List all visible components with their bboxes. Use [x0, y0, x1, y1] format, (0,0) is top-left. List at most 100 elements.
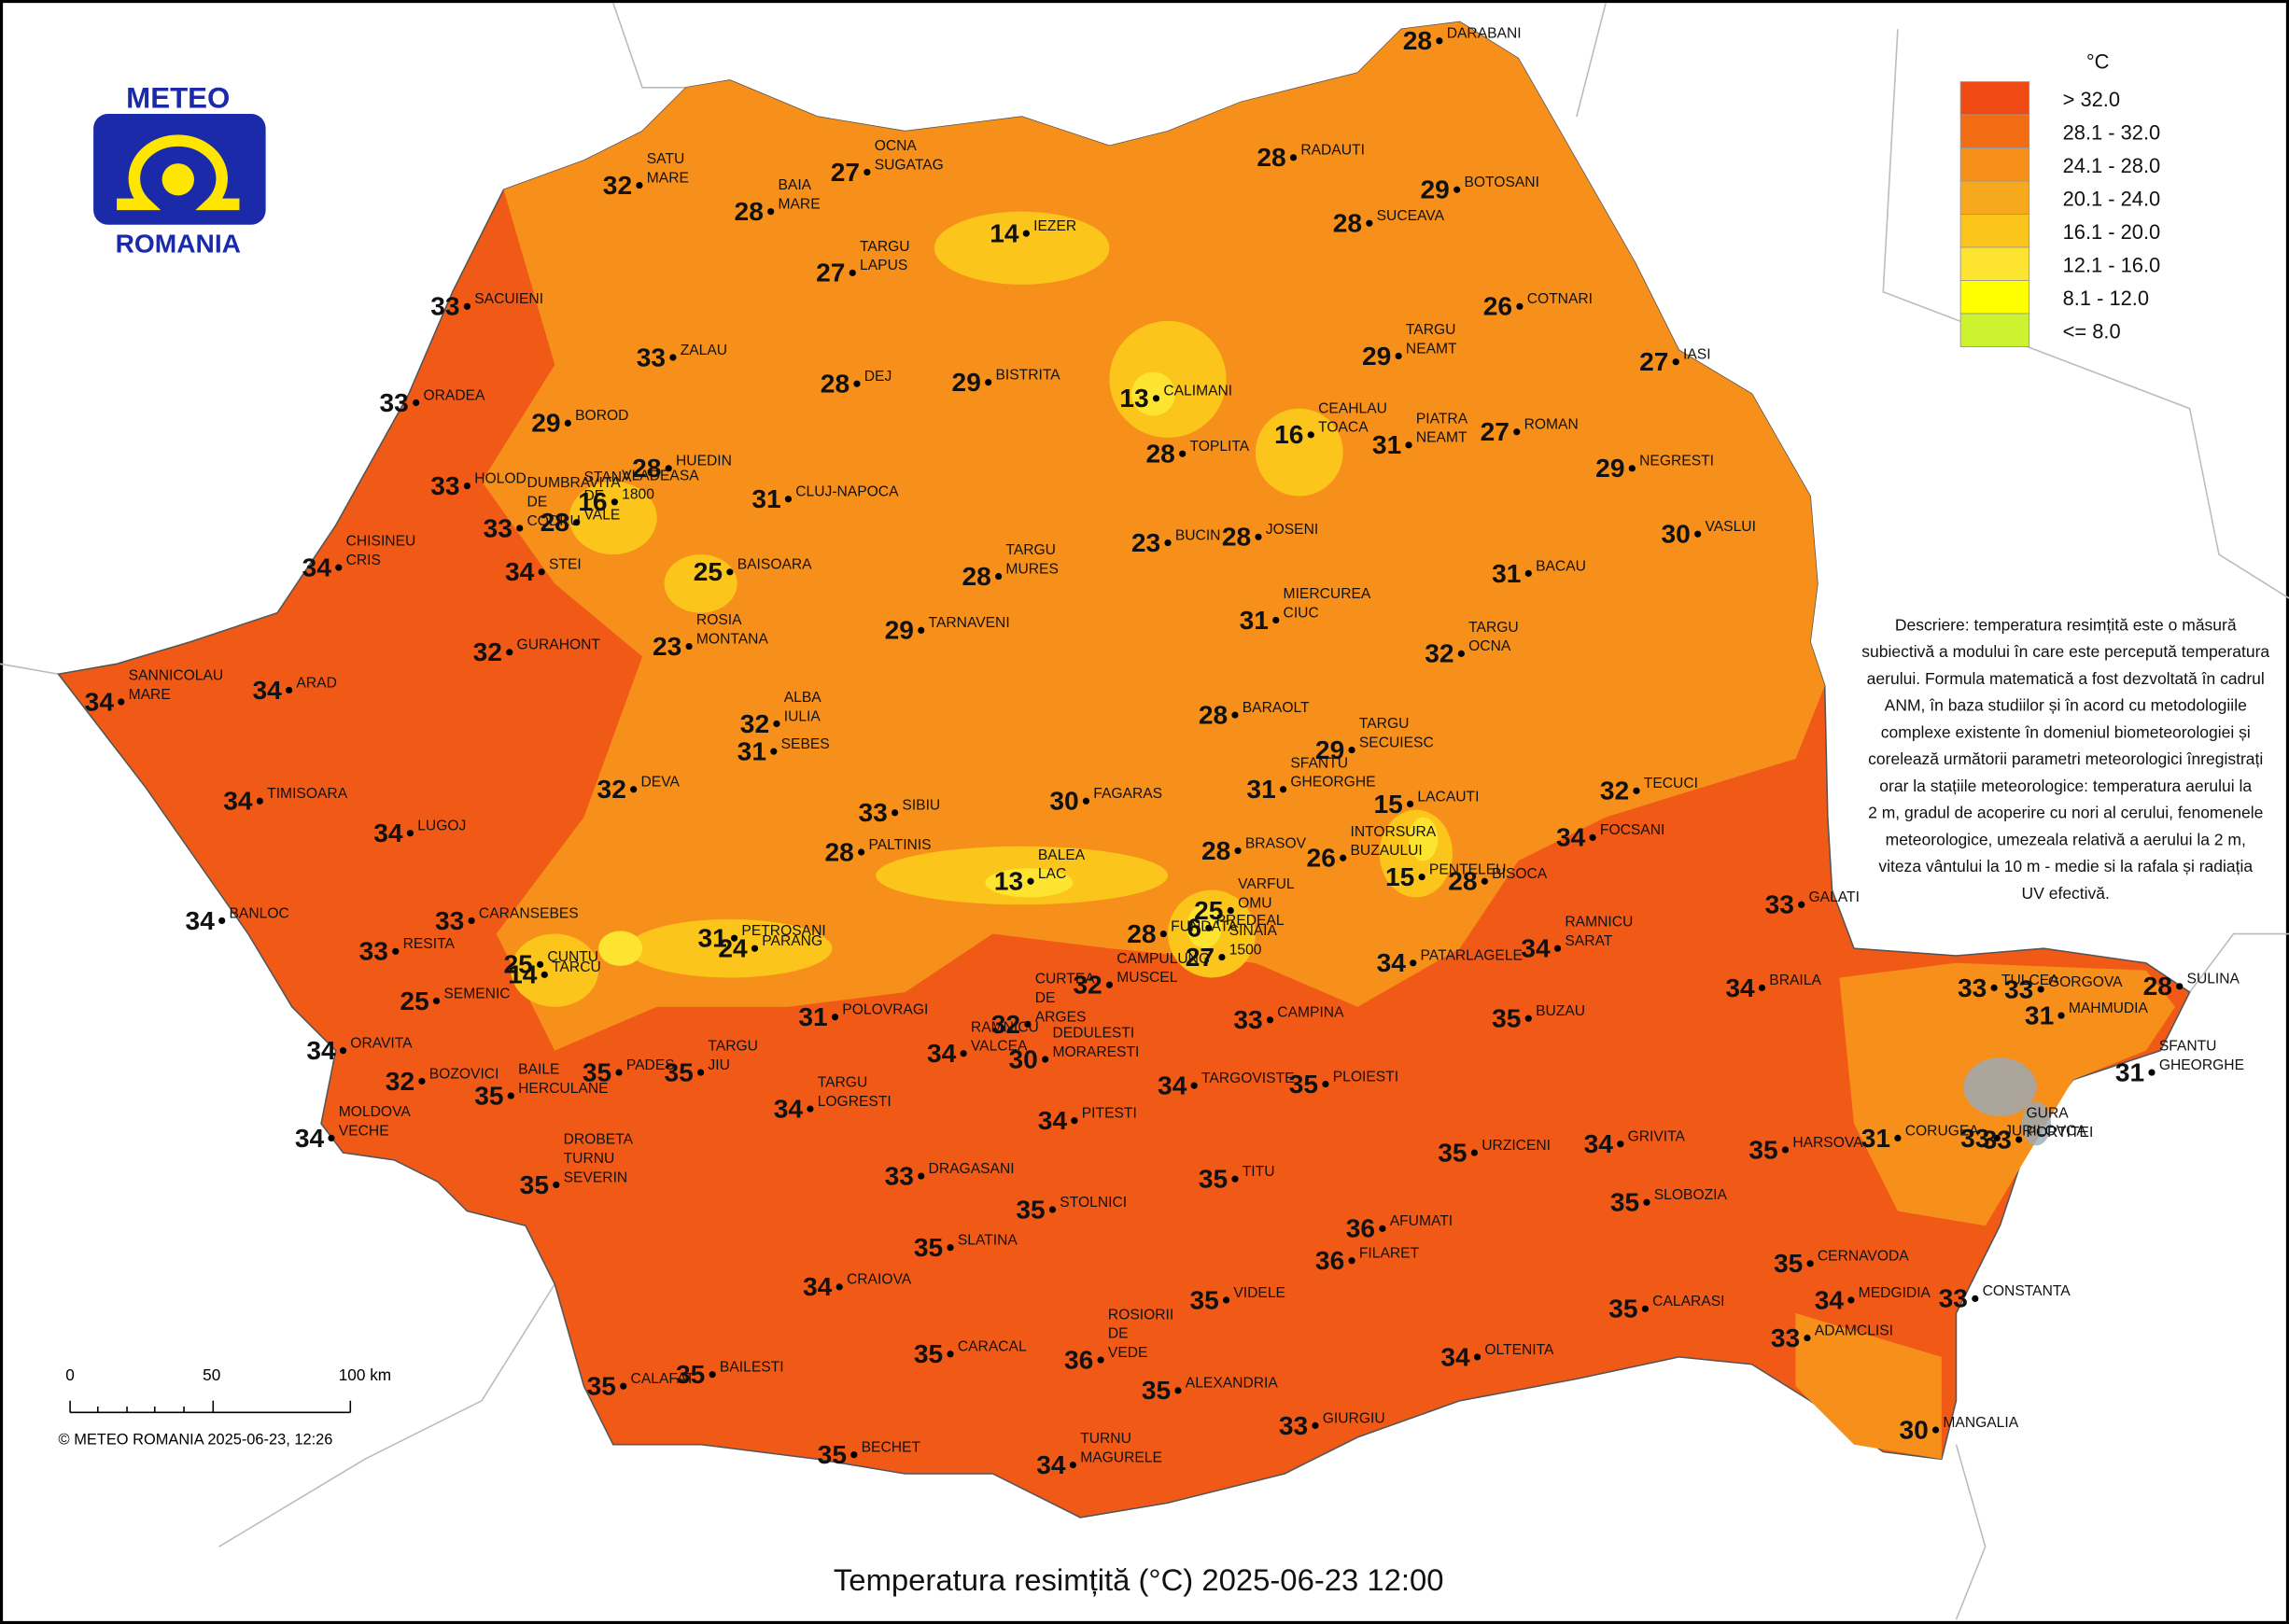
station-value: 33 [435, 906, 464, 935]
station: 31 CLUJ-NAPOCA [751, 484, 899, 514]
station-name: MAHMUDIA [2069, 1001, 2149, 1016]
station-dot [392, 947, 400, 955]
station: 30 DEDULESTI MORARESTI [1009, 1026, 1140, 1074]
description-line: subiectivă a modului în care este percep… [1861, 642, 2269, 661]
station-name: ADAMCLISI [1815, 1323, 1893, 1338]
station-name: SUGATAG [875, 157, 944, 173]
legend-swatch [1959, 147, 2030, 182]
station-dot [218, 917, 226, 925]
station-dot [507, 1092, 514, 1099]
station-name: LAPUS [860, 258, 907, 273]
station: 31 CORUGEA [1861, 1123, 1980, 1153]
zone-cool [598, 371, 1439, 966]
station-name: CODRU [527, 513, 581, 529]
station-name: DE [527, 494, 548, 510]
station: 31 BACAU [1492, 558, 1586, 588]
station-value: 30 [1009, 1044, 1038, 1073]
station-name: BACAU [1536, 558, 1586, 574]
station: 34 GRIVITA [1584, 1129, 1686, 1159]
station-dot [1071, 1117, 1078, 1125]
station: 35 BECHET [818, 1440, 921, 1470]
station-name: SEVERIN [564, 1169, 628, 1185]
station-value: 28 [1448, 867, 1477, 896]
station: 13 BALEA LAC [994, 847, 1086, 896]
station-value: 30 [1899, 1415, 1928, 1444]
station-name: ROMAN [1524, 417, 1579, 433]
station: 35 PADES [583, 1057, 675, 1087]
station-value: 14 [508, 960, 538, 989]
station-name: GORGOVA [2048, 974, 2123, 990]
description-line: complexe existente în domeniul biometeor… [1881, 722, 2251, 741]
station: 29 TARGU SECUIESC [1315, 716, 1434, 764]
station-value: 29 [1595, 454, 1624, 483]
station-dot [463, 302, 471, 310]
station: 32 CAMPULUNG MUSCEL [1073, 951, 1210, 1000]
station-value: 25 [1194, 896, 1223, 925]
station-dot [1524, 569, 1532, 577]
station-name: IASI [1683, 347, 1711, 363]
station-dot [1643, 1198, 1650, 1206]
station: 34 ARAD [253, 675, 337, 705]
station-dot [1022, 230, 1030, 237]
station-dot [1407, 800, 1414, 807]
station: 35 BAILESTI [676, 1360, 784, 1390]
station-dot [1524, 1015, 1532, 1022]
scale-label: 0 [65, 1365, 75, 1384]
station: 23 ROSIA MONTANA [653, 612, 768, 661]
station-name: BOTOSANI [1464, 175, 1538, 190]
station-value: 35 [1492, 1004, 1521, 1033]
station-name: VLADEASA [622, 468, 699, 483]
description-line: orar la stațiile meteorologice: temperat… [1879, 777, 2252, 795]
legend-swatch [1959, 246, 2030, 281]
station-name: INTORSURA [1350, 824, 1436, 840]
station-name: TIMISOARA [267, 786, 348, 802]
station-name: CURTEA [1035, 972, 1096, 987]
station: 14 TARCU [508, 959, 601, 989]
station-name: CALAFAT [631, 1371, 695, 1387]
station-dot [1159, 930, 1167, 938]
station-name: IEZER [1033, 218, 1076, 234]
station-value: 13 [1119, 384, 1148, 413]
station-name: NEAMT [1416, 430, 1467, 446]
station: 35 VIDELE [1189, 1285, 1285, 1315]
station: 34 RAMNICU SARAT [1521, 915, 1633, 963]
station-dot [413, 399, 420, 407]
station-dot [836, 1283, 843, 1291]
station-value: 33 [2004, 974, 2033, 1003]
station-value: 36 [1064, 1345, 1093, 1374]
station: 34 OLTENITA [1440, 1342, 1554, 1372]
legend-swatch [1959, 214, 2030, 248]
station-name: SULINA [2187, 972, 2240, 987]
station-name: CUNTU [547, 949, 598, 965]
legend-swatch [1959, 280, 2030, 315]
station-name: BRASOV [1245, 835, 1307, 851]
station-dot [286, 686, 293, 694]
station-dot [751, 945, 759, 952]
station-value: 29 [885, 616, 914, 645]
station-value: 34 [306, 1036, 336, 1065]
station-name: SFANTU [1290, 755, 1348, 771]
station: 33 CARANSEBES [435, 905, 579, 935]
station-name: TARGU [1406, 322, 1456, 338]
station: 28 RADAUTI [1257, 143, 1365, 173]
station-dot [853, 380, 861, 387]
station-name: 1500 [1229, 942, 1262, 958]
station-dot [918, 1172, 925, 1180]
station: 30 MANGALIA [1899, 1415, 2018, 1445]
station-name: GHEORGHE [1290, 775, 1375, 791]
station-name: TARGOVISTE [1201, 1071, 1295, 1086]
station-name: TOPLITA [1189, 439, 1249, 455]
station-dot [1322, 1080, 1329, 1088]
station: 33 GURA PORTITEI [1983, 1106, 2094, 1155]
station-value: 33 [885, 1161, 914, 1190]
station: 16 CEAHLAU TOACA [1274, 400, 1387, 449]
station-dot [2057, 1012, 2065, 1019]
station-value: 34 [295, 1124, 325, 1153]
station-name: PALTINIS [868, 837, 931, 853]
station: 31 POLOVRAGI [798, 1002, 928, 1032]
station-value: 33 [1233, 1005, 1262, 1034]
station-name: VEDE [1108, 1345, 1148, 1361]
station: 33 ADAMCLISI [1771, 1323, 1893, 1352]
station-name: BAISOARA [737, 557, 812, 573]
